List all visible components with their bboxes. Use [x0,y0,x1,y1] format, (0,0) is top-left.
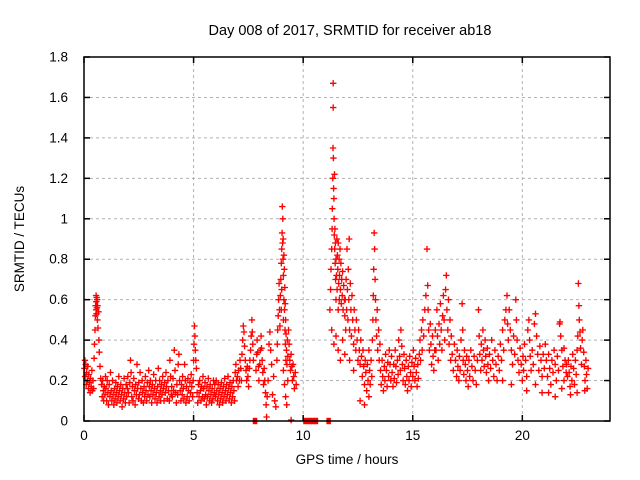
y-tick-labels: 0 0.2 0.4 0.6 0.8 1 1.2 1.4 1.6 1.8 [49,50,68,429]
y-tick-label: 1.4 [49,130,68,145]
x-tick-label: 15 [405,428,420,443]
y-tick-label: 0.6 [49,292,68,307]
scatter-points [81,80,592,424]
data-point-markers [81,80,592,424]
chart-title: Day 008 of 2017, SRMTID for receiver ab1… [209,23,492,39]
y-tick-label: 0.8 [49,252,68,267]
x-tick-label: 20 [515,428,530,443]
y-tick-label: 0.4 [49,333,68,348]
y-tick-label: 0 [60,414,68,429]
x-tick-label: 10 [296,428,311,443]
y-tick-label: 1 [60,211,68,226]
x-axis-label: GPS time / hours [296,452,399,467]
y-axis-label: SRMTID / TECUs [12,186,27,293]
y-tick-label: 1.8 [49,50,68,65]
gridlines [84,57,610,421]
y-tick-label: 1.2 [49,171,68,186]
x-tick-label: 0 [80,428,88,443]
x-tick-labels: 0 5 10 15 20 [80,428,530,443]
y-tick-label: 1.6 [49,90,68,105]
y-tick-label: 0.2 [49,373,68,388]
axis-ticks [83,56,610,422]
x-tick-label: 5 [190,428,198,443]
plot-border [83,56,611,422]
